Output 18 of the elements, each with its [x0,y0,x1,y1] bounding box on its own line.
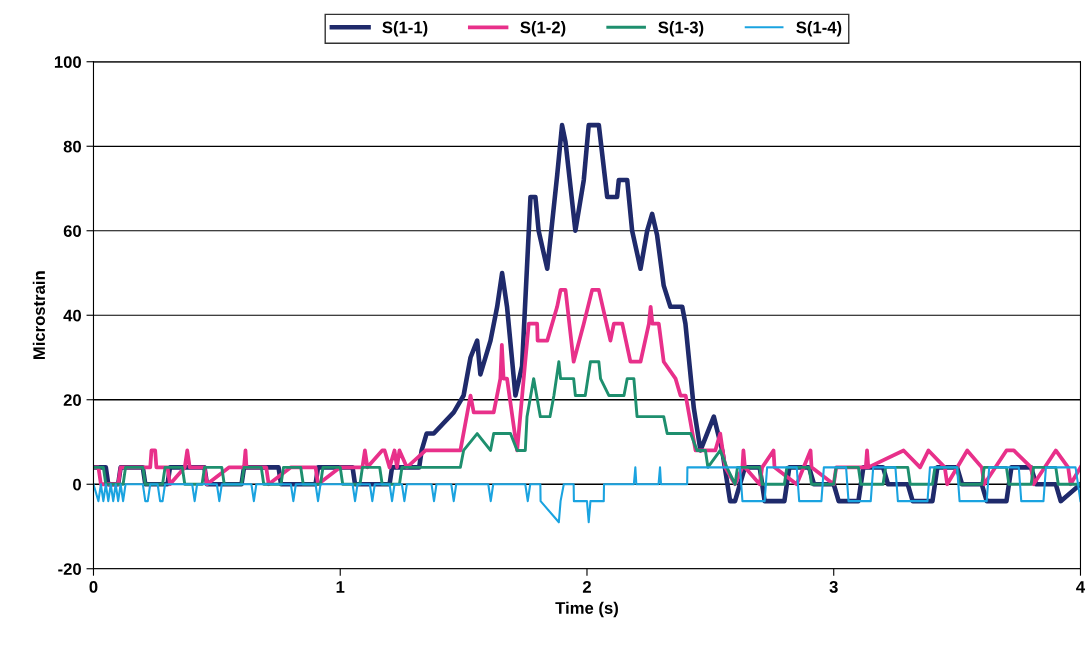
y-tick-label: 80 [63,140,81,153]
y-tick-label: 60 [63,225,81,237]
x-tick-label: 0 [89,581,98,593]
y-tick-label: -20 [58,563,81,575]
legend-label: S(1-1) [382,21,428,37]
legend-label: S(1-2) [520,21,566,37]
x-tick-label: 2 [582,581,591,593]
legend-label: S(1-4) [796,21,842,37]
x-tick-label: 4 [1076,581,1086,593]
y-tick-label: 20 [63,394,81,406]
y-axis-title: Microstrain [32,271,46,360]
y-tick-label: 100 [54,56,81,68]
y-tick-label: 0 [73,478,81,491]
x-axis-title: Time (s) [555,601,618,618]
x-tick-label: 3 [829,581,838,593]
y-tick-label: 40 [63,309,81,322]
legend-label: S(1-3) [658,21,704,37]
x-tick-label: 1 [336,581,345,593]
